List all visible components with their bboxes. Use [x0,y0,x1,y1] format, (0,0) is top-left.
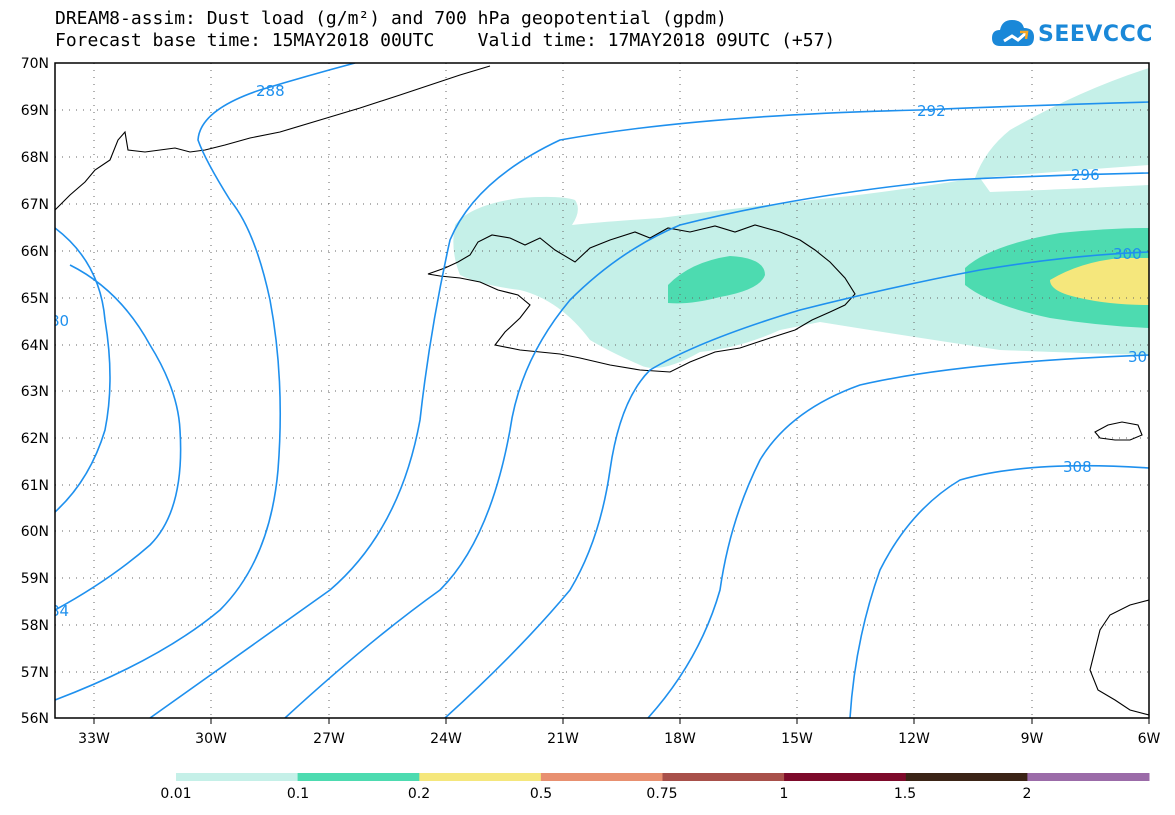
lon-label: 27W [313,731,345,747]
dust-region-mid-iceland [668,256,765,304]
lat-label: 70N [21,56,49,72]
contour-labels: 288 292 296 300 30 308 80 84 [50,82,1147,620]
lat-label: 69N [21,103,49,119]
geopotential-contours [55,63,1149,718]
dust-region-low-island [980,165,1149,192]
lat-label: 58N [21,618,49,634]
lat-label: 66N [21,244,49,260]
colorbar-label: 0.01 [160,786,192,802]
colorbar [176,773,1150,781]
lon-label: 12W [898,731,930,747]
contour-label-308: 308 [1063,458,1092,476]
scotland-coast [1089,599,1149,716]
lon-label: 24W [430,731,462,747]
colorbar-swatch [176,773,299,781]
lat-label: 59N [21,571,49,587]
lon-label: 18W [664,731,696,747]
lat-label: 64N [21,338,49,354]
contour-label-80: 80 [50,312,69,330]
colorbar-label: 1.5 [893,786,917,802]
contour-label-30: 30 [1128,348,1147,366]
colorbar-label: 0.2 [407,786,431,802]
lon-label: 21W [547,731,579,747]
colorbar-swatch [784,773,907,781]
map-title: DREAM8-assim: Dust load (g/m²) and 700 h… [55,8,727,29]
lat-label: 57N [21,665,49,681]
seevccc-logo: SEEVCCC [990,14,1153,58]
map-subtitle: Forecast base time: 15MAY2018 00UTC Vali… [55,30,836,51]
lat-label: 63N [21,384,49,400]
iceland-coast [427,224,856,373]
faroe-coast [1094,421,1143,441]
contour-label-288: 288 [256,82,285,100]
greenland-coast [55,65,491,211]
colorbar-swatch [540,773,663,781]
lat-label: 68N [21,150,49,166]
colorbar-swatch [419,773,542,781]
lat-label: 62N [21,431,49,447]
colorbar-label: 0.1 [286,786,310,802]
dust-region-low [453,68,1149,369]
lat-label: 56N [21,711,49,727]
colorbar-swatch [1027,773,1150,781]
lat-label: 67N [21,197,49,213]
grid-lines [55,63,1149,718]
lat-label: 65N [21,291,49,307]
contour-label-292: 292 [917,102,946,120]
colorbar-swatch [662,773,785,781]
lon-label: 15W [781,731,813,747]
longitude-labels: 33W 30W 27W 24W 21W 18W 15W 12W 9W 6W [78,731,1160,747]
logo-text: SEEVCCC [1038,22,1153,47]
map-frame [54,62,1150,719]
lon-label: 6W [1138,731,1161,747]
lon-label: 30W [195,731,227,747]
dust-region-high [1050,258,1149,305]
contour-label-300: 300 [1113,245,1142,263]
colorbar-swatch [905,773,1028,781]
contour-label-296: 296 [1071,166,1100,184]
colorbar-swatch [297,773,420,781]
colorbar-label: 2 [1022,786,1032,802]
lat-label: 60N [21,524,49,540]
latitude-labels: 70N 69N 68N 67N 66N 65N 64N 63N 62N 61N … [21,56,49,727]
lon-label: 33W [78,731,110,747]
lat-label: 61N [21,478,49,494]
colorbar-label: 0.75 [646,786,678,802]
colorbar-label: 1 [779,786,789,802]
axis-ticks [93,718,1150,724]
contour-label-84: 84 [50,602,69,620]
colorbar-label: 0.5 [529,786,553,802]
cloud-icon [992,20,1034,46]
lon-label: 9W [1021,731,1044,747]
